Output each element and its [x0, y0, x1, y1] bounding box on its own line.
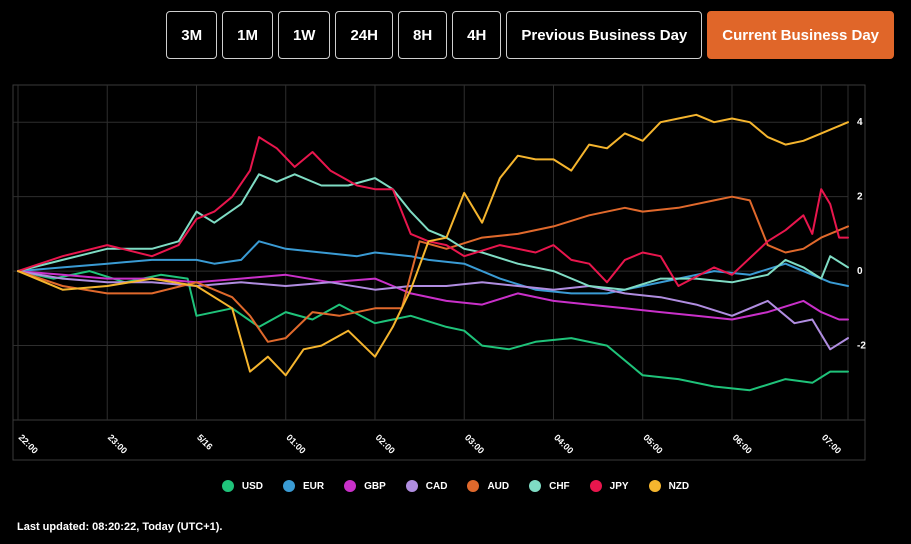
- range-button-4h[interactable]: 4H: [452, 11, 502, 59]
- series-line-usd: [17, 270, 849, 392]
- legend-dot-icon: [282, 480, 295, 492]
- y-tick-label: 2: [857, 192, 863, 203]
- series-line-gbp: [17, 270, 849, 321]
- range-button-3m[interactable]: 3M: [166, 11, 218, 59]
- range-button-1w[interactable]: 1W: [277, 11, 331, 59]
- currency-strength-chart: -2 0 2 4 22:00 23:00 5/16 01:00 02:00 03:00 04:00 0…: [12, 84, 866, 461]
- legend-dot-icon: [221, 480, 234, 492]
- chart-frame: [12, 84, 866, 461]
- last-updated-text: Last updated: 08:20:22, Today (UTC+1).: [17, 521, 223, 533]
- series-line-eur: [17, 240, 849, 295]
- legend-dot-icon: [529, 480, 542, 492]
- range-button-group: 3M 1M 1W 24H 8H 4H Previous Business Day Curren…: [166, 11, 894, 59]
- x-tick-label: 04:00: [552, 432, 575, 455]
- legend-dot-icon: [344, 480, 357, 492]
- y-tick-label: 0: [857, 266, 863, 277]
- range-button-24h[interactable]: 24H: [335, 11, 393, 59]
- range-button-1m[interactable]: 1M: [222, 11, 273, 59]
- series-line-nzd: [17, 113, 849, 377]
- series-line-chf: [17, 173, 849, 291]
- legend-item-chf[interactable]: CHF: [529, 480, 570, 492]
- series-line-jpy: [17, 136, 849, 287]
- x-tick-label: 5/16: [195, 432, 214, 451]
- legend-dot-icon: [467, 480, 480, 492]
- legend-item-gbp[interactable]: GBP: [344, 480, 386, 492]
- legend-label: CHF: [549, 480, 570, 492]
- x-tick-label: 07:00: [820, 432, 843, 455]
- legend-label: JPY: [609, 480, 629, 492]
- y-tick-label: -2: [857, 341, 866, 352]
- legend-dot-icon: [648, 480, 661, 492]
- chart-legend: USD EUR GBP CAD AUD CHF JPY NZD: [0, 480, 911, 492]
- legend-label: EUR: [302, 480, 325, 492]
- x-tick-label: 02:00: [374, 432, 397, 455]
- legend-label: AUD: [487, 480, 510, 492]
- x-tick-label: 05:00: [641, 432, 664, 455]
- legend-item-jpy[interactable]: JPY: [589, 480, 629, 492]
- legend-label: USD: [241, 480, 263, 492]
- legend-item-aud[interactable]: AUD: [467, 480, 509, 492]
- legend-item-eur[interactable]: EUR: [282, 480, 325, 492]
- x-tick-label: 23:00: [106, 432, 129, 455]
- series-line-cad: [17, 270, 849, 351]
- range-button-8h[interactable]: 8H: [397, 11, 448, 59]
- legend-label: CAD: [425, 480, 448, 492]
- x-tick-label: 22:00: [17, 432, 40, 455]
- legend-item-nzd[interactable]: NZD: [648, 480, 690, 492]
- series-line-aud: [17, 195, 849, 343]
- legend-item-cad[interactable]: CAD: [405, 480, 448, 492]
- range-button-current-business-day[interactable]: Current Business Day: [707, 11, 894, 59]
- legend-label: NZD: [668, 480, 690, 492]
- legend-item-usd[interactable]: USD: [221, 480, 263, 492]
- range-button-previous-business-day[interactable]: Previous Business Day: [506, 11, 703, 59]
- legend-label: GBP: [364, 480, 386, 492]
- x-tick-label: 03:00: [463, 432, 486, 455]
- x-tick-label: 01:00: [284, 432, 307, 455]
- legend-dot-icon: [589, 480, 602, 492]
- x-tick-label: 06:00: [731, 432, 754, 455]
- y-tick-label: 4: [857, 117, 863, 128]
- legend-dot-icon: [405, 480, 418, 492]
